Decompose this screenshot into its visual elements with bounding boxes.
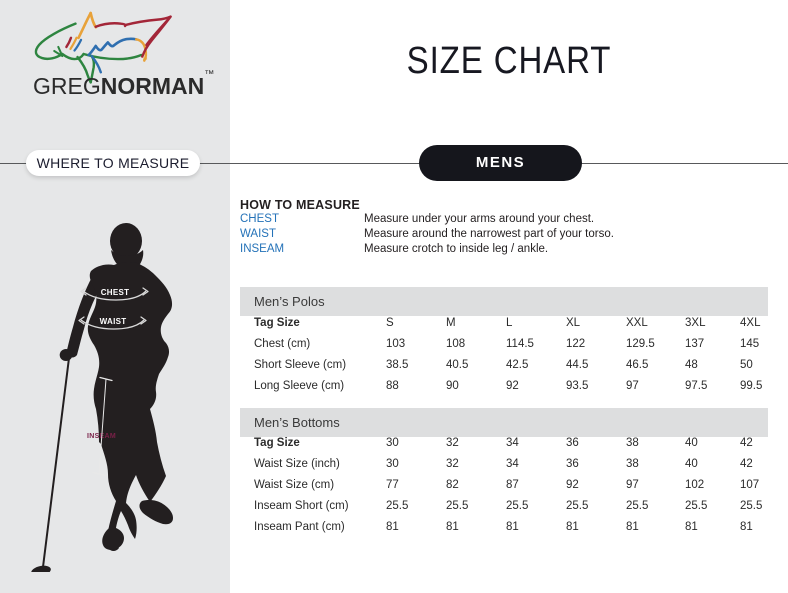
- svg-text:WAIST: WAIST: [100, 317, 127, 326]
- svg-text:TM: TM: [142, 57, 147, 61]
- svg-text:CHEST: CHEST: [101, 288, 130, 297]
